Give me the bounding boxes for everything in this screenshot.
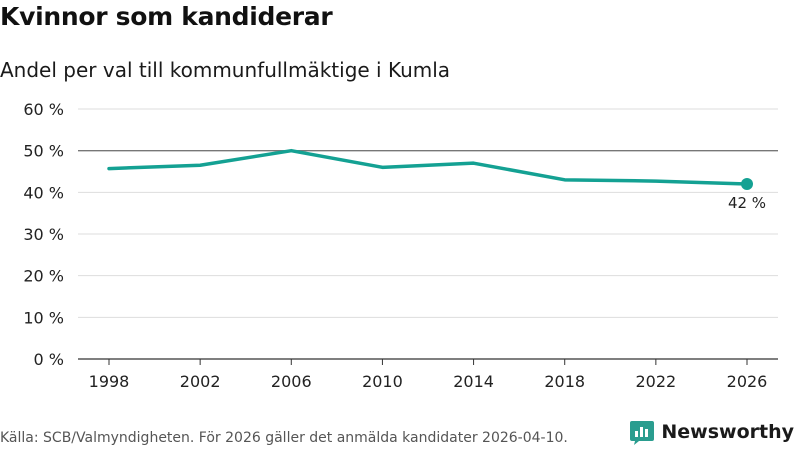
y-tick-label: 0 % — [34, 350, 64, 369]
end-value-label: 42 % — [728, 194, 766, 212]
x-tick-label: 2010 — [362, 372, 403, 391]
x-tick-label: 2014 — [453, 372, 494, 391]
y-tick-label: 40 % — [23, 183, 64, 202]
series-line — [107, 148, 749, 186]
grid-lines — [78, 108, 778, 318]
x-tick-label: 2022 — [635, 372, 676, 391]
x-tick-label: 2006 — [271, 372, 312, 391]
line-chart: 0 % 10 % 20 % 30 % 40 % 50 % 60 % 1998 2002 2006… — [23, 100, 778, 391]
x-axis: 1998 2002 2006 2010 2014 2018 2022 2026 — [78, 358, 778, 391]
x-tick-label: 1998 — [89, 372, 130, 391]
brand-logo[interactable]: Newsworthy — [629, 419, 794, 445]
y-axis-labels: 0 % 10 % 20 % 30 % 40 % 50 % 60 % — [23, 100, 64, 369]
newsworthy-logo-icon — [630, 421, 655, 445]
brand-name: Newsworthy — [661, 421, 794, 443]
y-tick-label: 50 % — [23, 142, 64, 161]
y-tick-label: 10 % — [23, 308, 64, 327]
source-note: Källa: SCB/Valmyndigheten. För 2026 gäll… — [0, 430, 568, 446]
y-tick-label: 30 % — [23, 225, 64, 244]
chart-subtitle: Andel per val till kommunfullmäktige i K… — [0, 58, 451, 82]
plot-area: 42 % — [107, 148, 766, 212]
end-point-marker — [741, 178, 753, 190]
y-tick-label: 60 % — [23, 100, 64, 119]
chart-title: Kvinnor som kandiderar — [0, 2, 333, 31]
x-tick-label: 2018 — [544, 372, 585, 391]
y-tick-label: 20 % — [23, 267, 64, 286]
x-tick-label: 2002 — [180, 372, 221, 391]
x-tick-label: 2026 — [727, 372, 768, 391]
